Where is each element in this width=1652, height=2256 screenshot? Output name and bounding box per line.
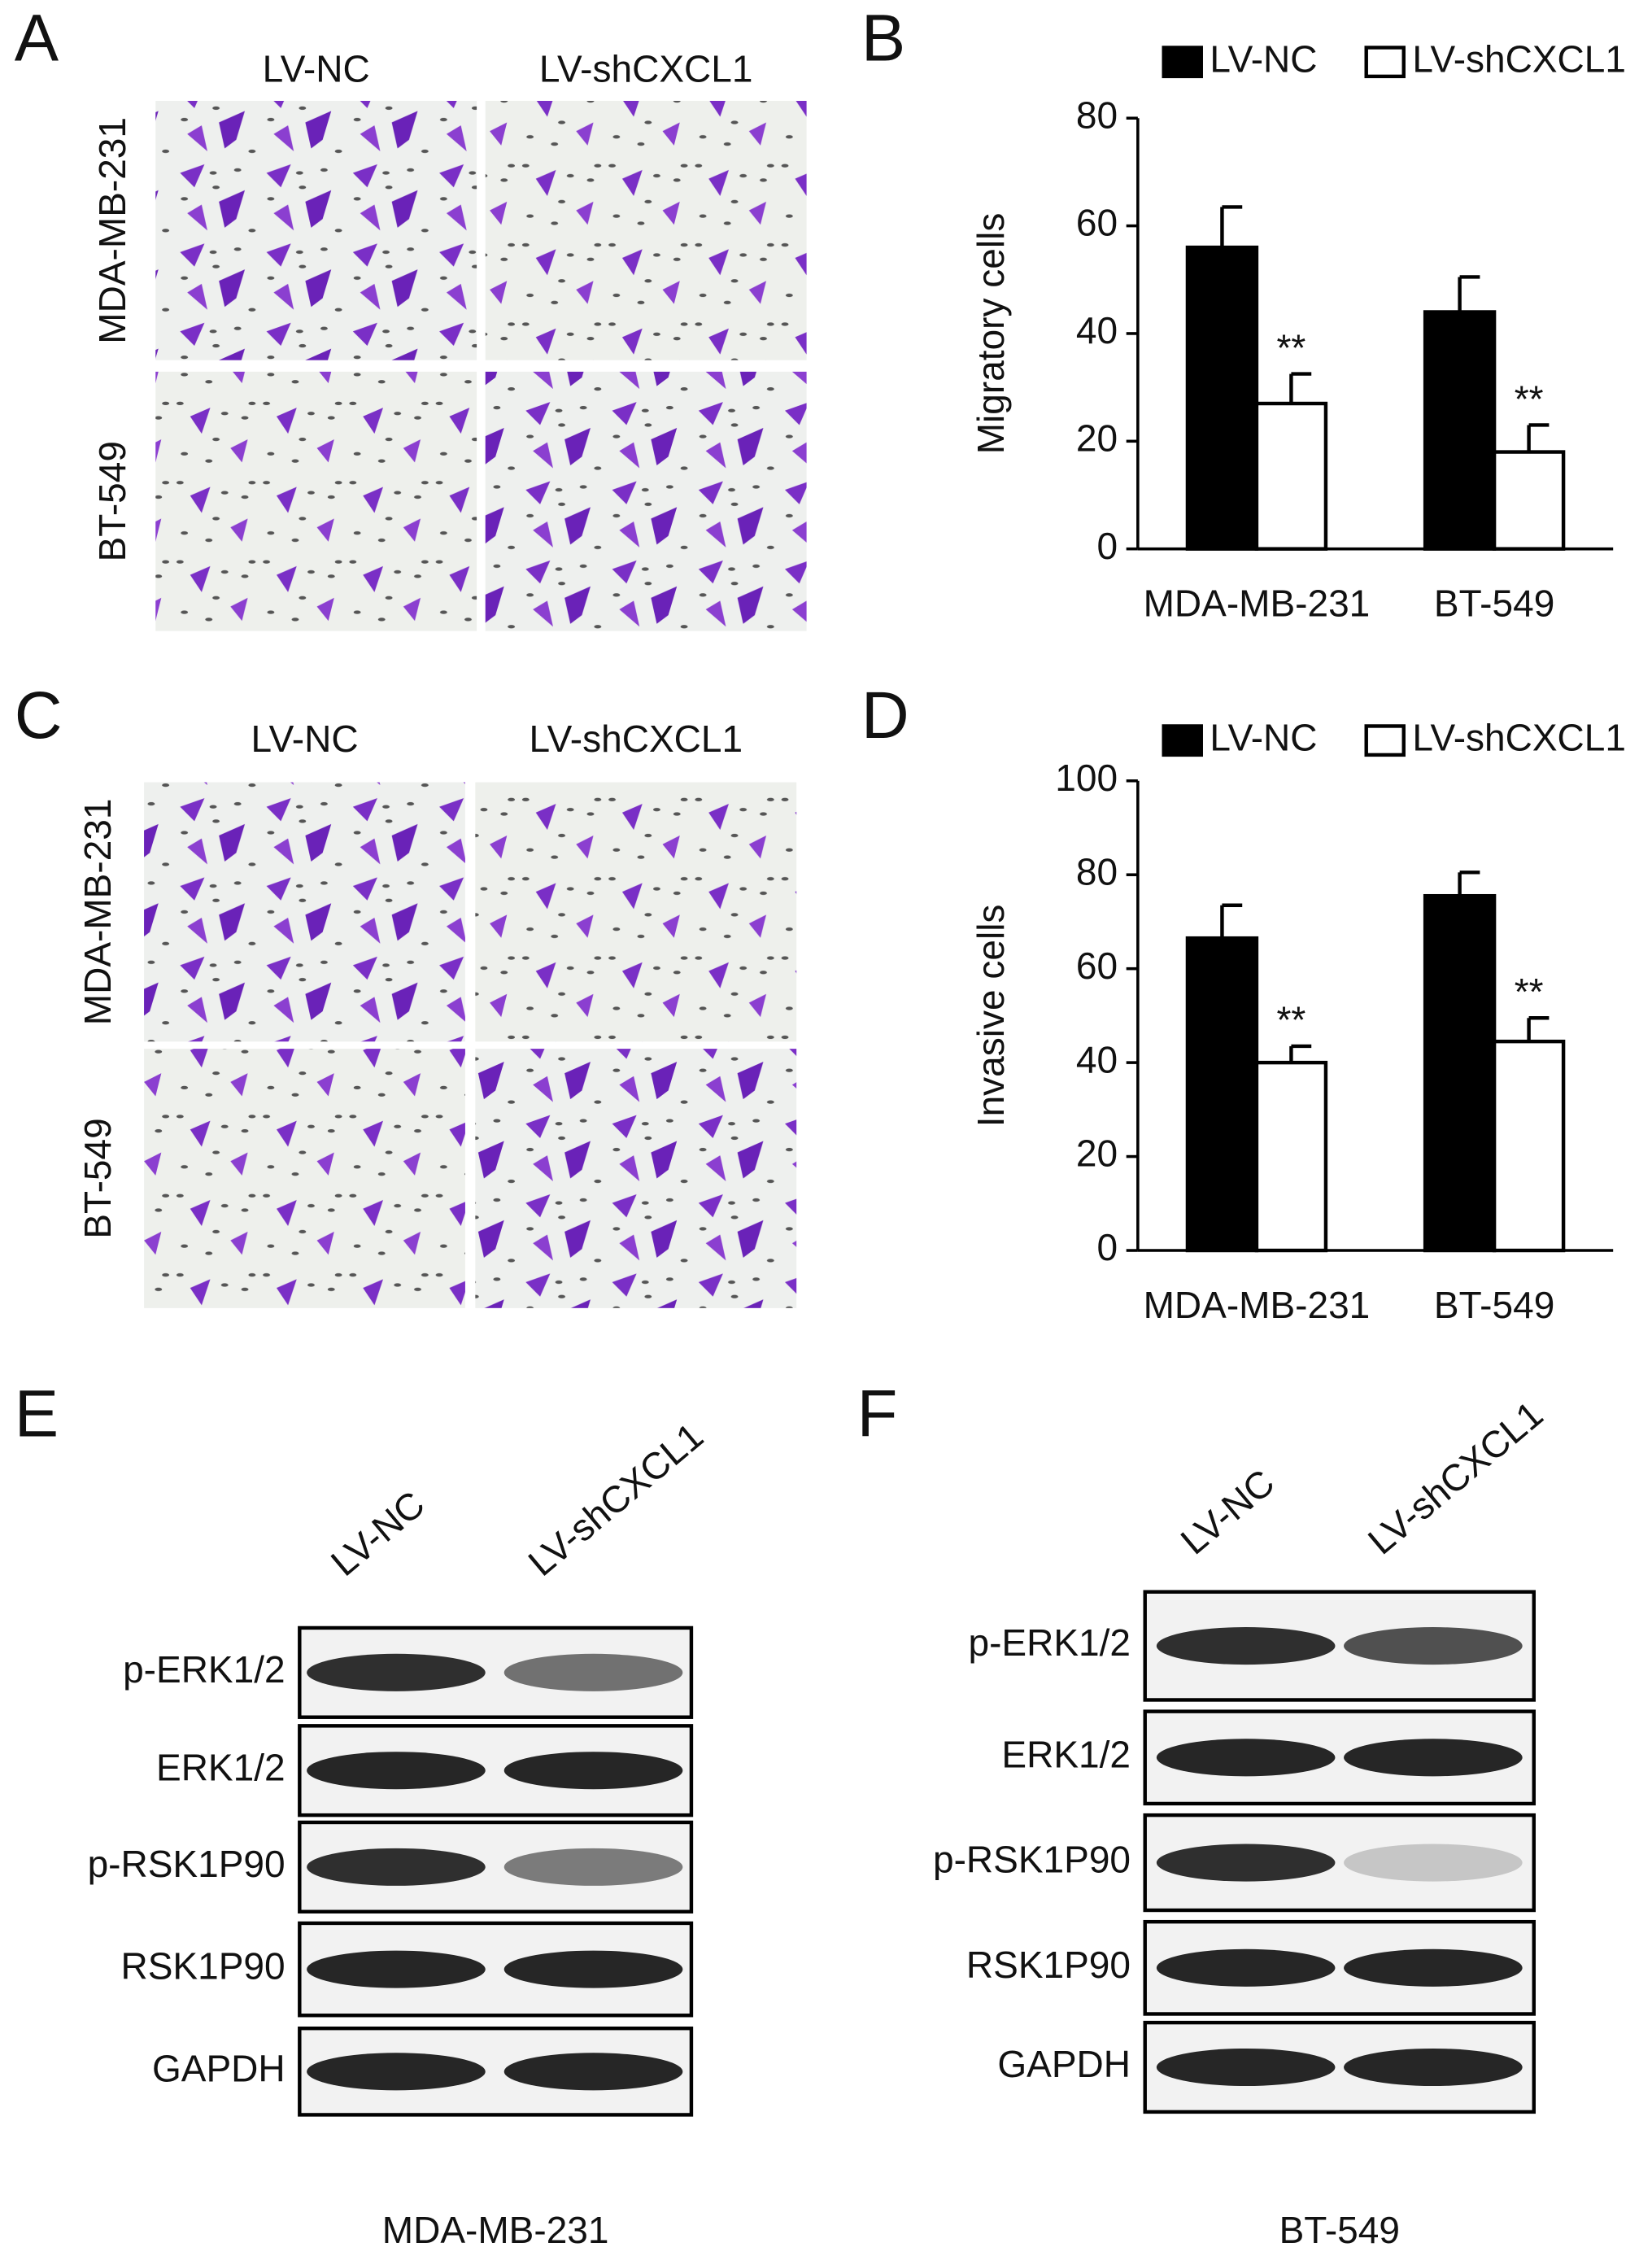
row-label: BT-549 — [91, 441, 133, 561]
significance: ** — [1277, 326, 1306, 369]
bar — [1254, 1060, 1328, 1253]
panel-label: D — [861, 679, 909, 753]
legend-swatch — [1162, 724, 1203, 757]
micrograph — [155, 371, 477, 631]
legend-label: LV-NC — [1210, 37, 1317, 80]
y-tick-label: 0 — [1096, 1226, 1118, 1268]
blot-band — [1344, 1948, 1523, 1987]
micrograph — [485, 100, 807, 360]
panel-label: F — [857, 1377, 898, 1451]
legend-label: LV-shCXCL1 — [1412, 716, 1626, 758]
y-tick-label: 100 — [1055, 757, 1118, 799]
bar — [1185, 245, 1259, 551]
blot-band — [307, 1950, 486, 1988]
y-tick-label: 60 — [1076, 202, 1118, 244]
column-label: LV-shCXCL1 — [539, 48, 753, 90]
legend-label: LV-NC — [1210, 716, 1317, 758]
micrograph — [485, 371, 807, 631]
y-tick-label: 80 — [1076, 94, 1118, 136]
legend-label: LV-shCXCL1 — [1412, 37, 1626, 80]
y-axis-label: Invasive cells — [970, 905, 1012, 1128]
micrograph — [144, 1049, 465, 1308]
legend-swatch — [1364, 724, 1406, 757]
cell-line-label: MDA-MB-231 — [382, 2209, 609, 2251]
bar — [1492, 1039, 1566, 1253]
y-tick-label: 20 — [1076, 1132, 1118, 1175]
blot-band — [1344, 1739, 1523, 1777]
blot-band — [1156, 1627, 1336, 1665]
cell-line-label: BT-549 — [1279, 2209, 1400, 2251]
blot-band — [307, 2053, 486, 2091]
blot-band — [307, 1848, 486, 1886]
column-label: LV-shCXCL1 — [529, 718, 743, 760]
lane-label: LV-shCXCL1 — [1360, 1393, 1551, 1563]
column-label: LV-NC — [263, 48, 370, 90]
protein-label: p-RSK1P90 — [88, 1843, 286, 1885]
y-tick-label: 80 — [1076, 850, 1118, 892]
panel-label: A — [15, 2, 59, 76]
y-tick-label: 0 — [1096, 525, 1118, 567]
y-tick-label: 40 — [1076, 309, 1118, 351]
lane-label: LV-NC — [1173, 1461, 1283, 1563]
x-tick-label: MDA-MB-231 — [1144, 583, 1371, 625]
bar — [1423, 310, 1497, 551]
significance: ** — [1277, 999, 1306, 1041]
blot-band — [1344, 2048, 1523, 2087]
bar — [1185, 936, 1259, 1253]
micrograph — [144, 782, 465, 1042]
panel-label: E — [15, 1377, 59, 1451]
x-tick-label: BT-549 — [1434, 1284, 1554, 1326]
blot-band — [503, 1950, 683, 1988]
blot-band — [1344, 1627, 1523, 1665]
protein-label: RSK1P90 — [121, 1945, 286, 1988]
micrograph — [155, 100, 477, 360]
significance: ** — [1515, 971, 1544, 1013]
protein-label: p-ERK1/2 — [969, 1621, 1131, 1664]
significance: ** — [1515, 377, 1544, 420]
protein-label: RSK1P90 — [966, 1944, 1131, 1986]
legend-swatch — [1364, 46, 1406, 79]
blot-band — [1156, 1739, 1336, 1777]
y-axis-label: Migratory cells — [970, 213, 1012, 455]
protein-label: p-ERK1/2 — [123, 1648, 286, 1691]
bar — [1254, 401, 1328, 551]
lane-label: LV-NC — [323, 1482, 433, 1584]
protein-label: GAPDH — [997, 2043, 1131, 2085]
blot-band — [503, 2053, 683, 2091]
blot-band — [307, 1653, 486, 1691]
y-tick-label: 60 — [1076, 945, 1118, 987]
bar — [1492, 450, 1566, 551]
protein-label: p-RSK1P90 — [933, 1839, 1131, 1881]
micrograph — [475, 1049, 797, 1308]
protein-label: ERK1/2 — [156, 1746, 286, 1788]
protein-label: ERK1/2 — [1001, 1733, 1131, 1775]
blot-band — [503, 1752, 683, 1790]
row-label: MDA-MB-231 — [76, 799, 119, 1026]
blot-band — [503, 1848, 683, 1886]
y-tick-label: 40 — [1076, 1038, 1118, 1080]
column-label: LV-NC — [251, 718, 358, 760]
lane-label: LV-shCXCL1 — [521, 1414, 712, 1584]
x-tick-label: MDA-MB-231 — [1144, 1284, 1371, 1326]
row-label: MDA-MB-231 — [91, 117, 133, 344]
legend-swatch — [1162, 46, 1203, 79]
blot-band — [1344, 1844, 1523, 1882]
row-label: BT-549 — [76, 1118, 119, 1238]
blot-band — [307, 1752, 486, 1790]
y-tick-label: 20 — [1076, 417, 1118, 459]
x-tick-label: BT-549 — [1434, 583, 1554, 625]
blot-band — [1156, 1948, 1336, 1987]
blot-band — [1156, 2048, 1336, 2087]
panel-label: C — [15, 679, 63, 753]
blot-band — [1156, 1844, 1336, 1882]
protein-label: GAPDH — [152, 2047, 286, 2089]
micrograph — [475, 782, 797, 1042]
bar — [1423, 893, 1497, 1253]
panel-label: B — [861, 2, 905, 76]
blot-band — [503, 1653, 683, 1691]
